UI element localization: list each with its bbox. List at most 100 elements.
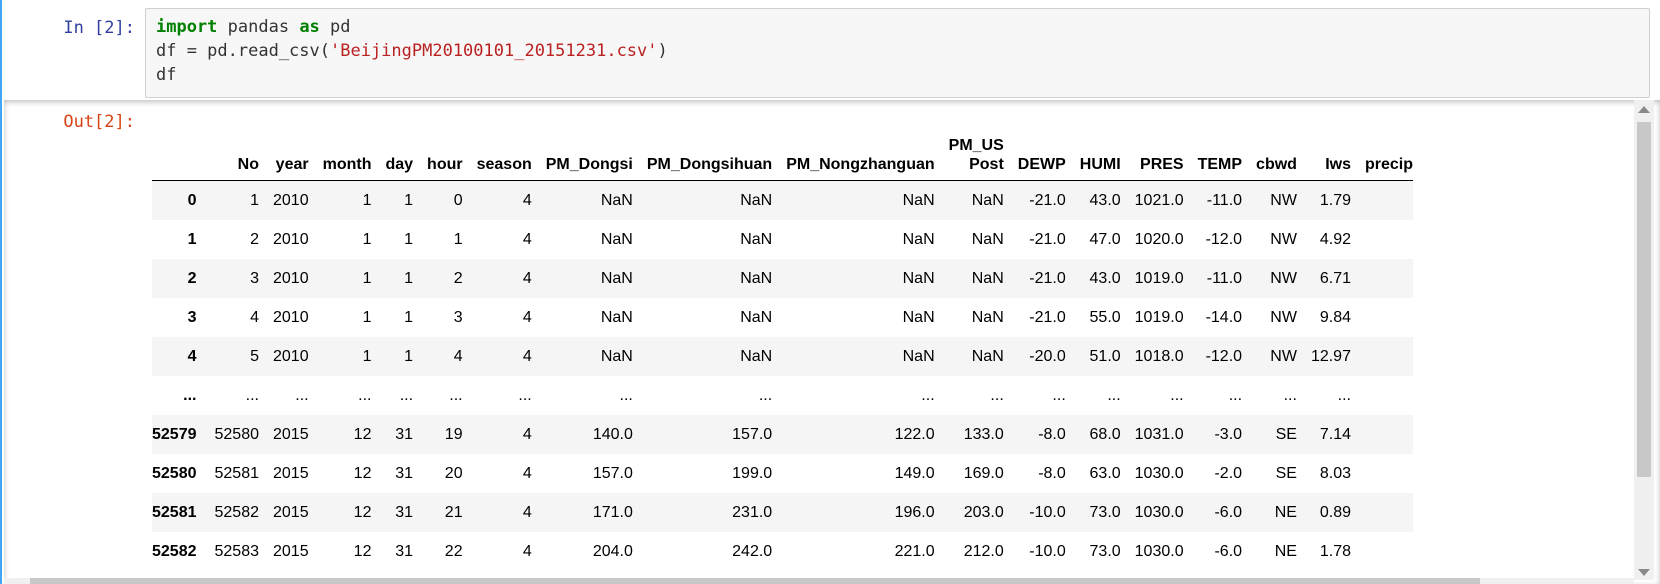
vertical-scrollbar[interactable] bbox=[1634, 100, 1654, 580]
code-editor[interactable]: import pandas as pd df = pd.read_csv('Be… bbox=[145, 8, 1650, 98]
horizontal-scrollbar[interactable] bbox=[4, 578, 1634, 584]
table-cell: 51.0 bbox=[1089, 347, 1121, 365]
table-cell: 52580 bbox=[214, 425, 260, 443]
code-line-2[interactable]: df = pd.read_csv('BeijingPM20100101_2015… bbox=[156, 41, 668, 61]
row-index: 52580 bbox=[152, 464, 197, 482]
column-header: year bbox=[259, 122, 309, 181]
table-cell: NaN bbox=[971, 347, 1004, 365]
table-cell: NaN bbox=[971, 230, 1004, 248]
table-cell: NW bbox=[1270, 191, 1297, 209]
table-row: 2 3 2010 1 1 2 4 NaN NaN NaN NaN -21.0 43.0 1019.0 -11… bbox=[152, 259, 1413, 298]
table-cell: 1 bbox=[404, 269, 414, 287]
code-text: df = pd.read_csv( bbox=[156, 41, 330, 61]
table-cell: ... bbox=[921, 386, 935, 404]
table-cell bbox=[1351, 337, 1413, 376]
table-cell bbox=[1351, 454, 1413, 493]
scroll-down-arrow-icon[interactable] bbox=[1638, 569, 1650, 576]
table-cell: 4 bbox=[522, 503, 532, 521]
table-cell: NaN bbox=[600, 347, 633, 365]
row-index: 4 bbox=[187, 347, 197, 365]
column-header: hour bbox=[413, 122, 463, 181]
table-cell: 122.0 bbox=[894, 425, 935, 443]
table-body: 0 1 2010 1 1 0 4 NaN NaN NaN NaN -21.0 43.0 1021.0 -11… bbox=[152, 180, 1413, 572]
table-cell: NaN bbox=[740, 308, 773, 326]
table-cell: 140.0 bbox=[592, 425, 633, 443]
table-cell: 149.0 bbox=[894, 464, 935, 482]
table-cell: -8.0 bbox=[1038, 464, 1066, 482]
column-header: cbwd bbox=[1242, 122, 1297, 181]
horizontal-scrollbar-thumb[interactable] bbox=[30, 578, 1480, 584]
table-cell: 2 bbox=[250, 230, 259, 248]
table-cell: 12.97 bbox=[1310, 347, 1351, 365]
table-cell: ... bbox=[449, 386, 463, 404]
table-cell: 12 bbox=[353, 503, 372, 521]
table-cell: 1.79 bbox=[1319, 191, 1351, 209]
table-cell: 1030.0 bbox=[1134, 542, 1184, 560]
table-row: 1 2 2010 1 1 1 4 NaN NaN NaN NaN -21.0 47.0 1020.0 -12… bbox=[152, 220, 1413, 259]
table-cell: 8.03 bbox=[1319, 464, 1351, 482]
table-cell: NaN bbox=[902, 191, 935, 209]
table-cell: 2015 bbox=[273, 464, 309, 482]
scroll-up-arrow-icon[interactable] bbox=[1638, 106, 1650, 113]
table-row: 52579 52580 2015 12 31 19 4 140.0 157.0 122.0 133.… bbox=[152, 415, 1413, 454]
table-cell: 1 bbox=[362, 269, 372, 287]
table-cell: SE bbox=[1275, 425, 1297, 443]
table-cell: 73.0 bbox=[1089, 542, 1121, 560]
dataframe-viewport[interactable]: No year month day hour season PM_Dongsi PM_Dong… bbox=[152, 122, 1630, 580]
column-header: PM_Nongzhanguan bbox=[772, 122, 935, 181]
table-cell: -12.0 bbox=[1205, 230, 1243, 248]
table-cell: 7.14 bbox=[1319, 425, 1351, 443]
table-cell: 1 bbox=[250, 191, 259, 209]
table-cell: 171.0 bbox=[592, 503, 633, 521]
table-cell: ... bbox=[1170, 386, 1184, 404]
table-cell: SE bbox=[1275, 464, 1297, 482]
code-text: pd bbox=[319, 17, 351, 37]
table-cell: NaN bbox=[902, 347, 935, 365]
table-cell: 2010 bbox=[273, 308, 309, 326]
table-cell: -21.0 bbox=[1029, 230, 1066, 248]
table-cell: 0.89 bbox=[1319, 503, 1351, 521]
table-cell: NaN bbox=[902, 269, 935, 287]
scrollbar-thumb[interactable] bbox=[1637, 122, 1651, 477]
column-header: PM_Dongsi bbox=[531, 122, 633, 181]
table-cell: NaN bbox=[740, 230, 773, 248]
table-cell: 196.0 bbox=[894, 503, 935, 521]
table-cell: 12 bbox=[353, 425, 372, 443]
table-cell: 242.0 bbox=[732, 542, 773, 560]
table-cell: 52583 bbox=[214, 542, 260, 560]
table-cell: 1031.0 bbox=[1134, 425, 1184, 443]
table-cell: NaN bbox=[600, 230, 633, 248]
table-cell: 2010 bbox=[273, 191, 309, 209]
table-cell: ... bbox=[1107, 386, 1121, 404]
table-cell: 4 bbox=[522, 542, 532, 560]
table-cell: ... bbox=[1283, 386, 1297, 404]
keyword-as: as bbox=[299, 17, 320, 37]
table-cell: -11.0 bbox=[1206, 191, 1243, 209]
table-cell: 47.0 bbox=[1089, 230, 1121, 248]
table-cell: 3 bbox=[453, 308, 463, 326]
table-cell: 2010 bbox=[273, 230, 309, 248]
table-cell: 1030.0 bbox=[1134, 464, 1184, 482]
column-header: TEMP bbox=[1183, 122, 1243, 181]
code-line-3[interactable]: df bbox=[156, 65, 177, 85]
code-line-1[interactable]: import pandas as pd bbox=[156, 17, 351, 37]
table-row: 52581 52582 2015 12 31 21 4 171.0 231.0 196.0 203.… bbox=[152, 493, 1413, 532]
table-cell: -20.0 bbox=[1029, 347, 1066, 365]
table-cell: ... bbox=[518, 386, 532, 404]
table-cell: 63.0 bbox=[1089, 464, 1121, 482]
table-cell: 2010 bbox=[273, 347, 309, 365]
dataframe-table: No year month day hour season PM_Dongsi PM_Dong… bbox=[152, 122, 1413, 571]
table-cell: -10.0 bbox=[1029, 503, 1066, 521]
table-cell: NE bbox=[1274, 542, 1297, 560]
table-cell: 2015 bbox=[273, 542, 309, 560]
table-cell bbox=[1351, 220, 1413, 259]
table-cell: ... bbox=[295, 386, 309, 404]
input-prompt: In [2]: bbox=[63, 18, 135, 38]
table-cell: 3 bbox=[250, 269, 259, 287]
table-cell: 133.0 bbox=[963, 425, 1004, 443]
table-cell: 1021.0 bbox=[1134, 191, 1184, 209]
table-row: ........................................… bbox=[152, 376, 1413, 415]
table-cell: 2015 bbox=[273, 425, 309, 443]
table-cell: NaN bbox=[971, 308, 1004, 326]
table-cell: -21.0 bbox=[1029, 269, 1066, 287]
